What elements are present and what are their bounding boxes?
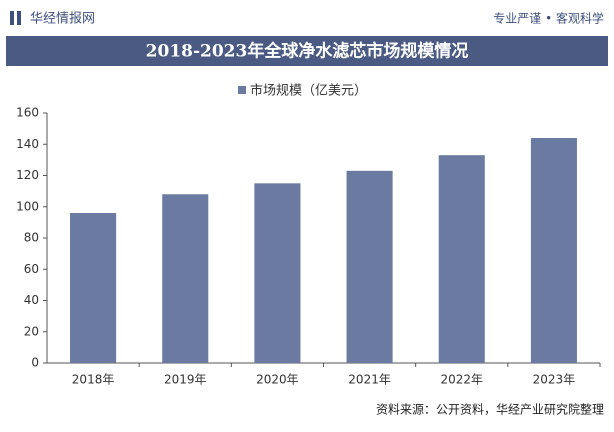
- y-tick-label: 140: [16, 137, 39, 151]
- y-tick-label: 20: [24, 324, 39, 338]
- slogan: 专业严谨 • 客观科学: [493, 11, 604, 26]
- y-tick-label: 0: [31, 356, 39, 370]
- x-tick-label: 2022年: [440, 373, 483, 387]
- bar: [70, 213, 117, 363]
- bar: [162, 194, 209, 363]
- bar: [346, 170, 393, 363]
- logo-icon: [17, 11, 21, 25]
- x-tick-label: 2021年: [348, 373, 391, 387]
- legend-label: 市场规模（亿美元）: [250, 83, 367, 99]
- bar: [438, 155, 485, 363]
- y-tick-label: 80: [24, 231, 39, 245]
- legend-swatch: [238, 86, 246, 94]
- x-tick-label: 2018年: [72, 373, 115, 387]
- logo-icon: [10, 11, 14, 25]
- x-tick-label: 2023年: [533, 373, 576, 387]
- x-tick-label: 2019年: [164, 373, 207, 387]
- title-bar: [6, 36, 608, 66]
- y-tick-label: 120: [16, 168, 39, 182]
- y-tick-label: 60: [24, 262, 39, 276]
- y-tick-label: 40: [24, 293, 39, 307]
- bar: [254, 183, 301, 363]
- y-tick-label: 160: [16, 106, 39, 120]
- x-tick-label: 2020年: [256, 373, 299, 387]
- y-tick-label: 100: [16, 199, 39, 213]
- source: 资料来源：公开资料，华经产业研究院整理: [376, 402, 604, 417]
- chart-title: 2018-2023年全球净水滤芯市场规模情况: [146, 41, 469, 62]
- bar: [530, 138, 577, 363]
- logo-text: 华经情报网: [30, 12, 95, 27]
